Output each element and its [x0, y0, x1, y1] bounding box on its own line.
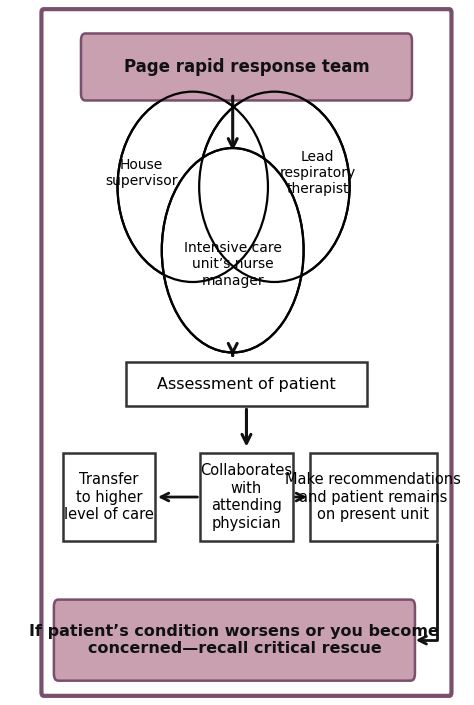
FancyBboxPatch shape — [200, 453, 292, 541]
Text: If patient’s condition worsens or you become
concerned—recall critical rescue: If patient’s condition worsens or you be… — [29, 624, 439, 656]
FancyBboxPatch shape — [81, 33, 412, 100]
Text: House
supervisor: House supervisor — [105, 158, 177, 188]
FancyBboxPatch shape — [126, 362, 367, 406]
FancyBboxPatch shape — [54, 599, 415, 681]
Ellipse shape — [162, 148, 304, 352]
FancyBboxPatch shape — [41, 9, 451, 696]
FancyBboxPatch shape — [63, 453, 155, 541]
Ellipse shape — [118, 92, 268, 282]
Text: Intensive care
unit’s nurse
manager: Intensive care unit’s nurse manager — [184, 241, 282, 288]
Text: Page rapid response team: Page rapid response team — [124, 58, 369, 76]
FancyBboxPatch shape — [310, 453, 437, 541]
Text: Assessment of patient: Assessment of patient — [157, 376, 336, 392]
Text: Lead
respiratory
therapist: Lead respiratory therapist — [279, 149, 356, 196]
Text: Collaborates
with
attending
physician: Collaborates with attending physician — [201, 463, 292, 531]
Text: Make recommendations
and patient remains
on present unit: Make recommendations and patient remains… — [285, 472, 461, 522]
Ellipse shape — [199, 92, 350, 282]
Text: Transfer
to higher
level of care: Transfer to higher level of care — [64, 472, 154, 522]
